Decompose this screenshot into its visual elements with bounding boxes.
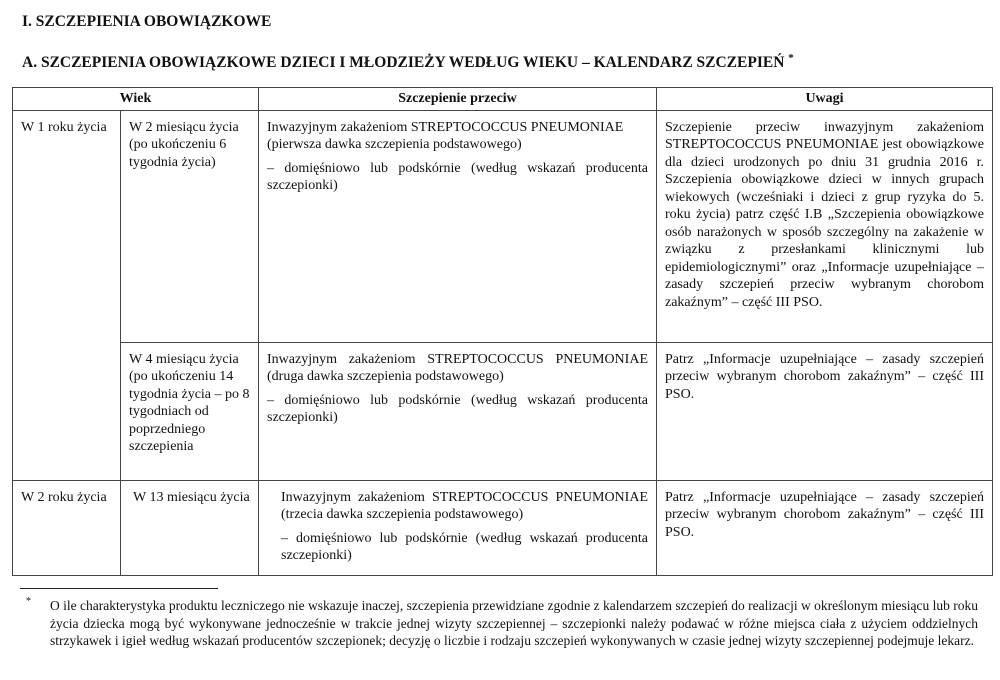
vaccine-cell: Inwazyjnym zakażeniom STREPTOCOCCUS PNEU… — [258, 109, 657, 343]
footnote: * O ile charakterystyka produktu lecznic… — [26, 596, 978, 650]
vaccine-cell: Inwazyjnym zakażeniom STREPTOCOCCUS PNEU… — [258, 341, 657, 481]
header-age: Wiek — [12, 87, 259, 111]
section-title: I. SZCZEPIENIA OBOWIĄZKOWE — [22, 13, 272, 30]
age-cell: W 2 roku życia — [12, 479, 121, 576]
table-row: W 1 roku życia W 2 miesiącu życia (po uk… — [12, 109, 993, 481]
table-row: W 4 miesiącu życia (po ukończeniu 14 tyg… — [13, 341, 993, 481]
age-cell: W 1 roku życia — [12, 109, 121, 481]
notes-cell: Patrz „Informacje uzupełniające – zasady… — [656, 341, 993, 481]
table-header-row: Wiek Szczepienie przeciw Uwagi — [12, 87, 993, 111]
footnote-mark: * — [26, 596, 31, 607]
footnote-divider — [20, 588, 218, 589]
vaccination-calendar-table: Wiek Szczepienie przeciw Uwagi W 1 roku … — [12, 87, 993, 576]
subsection-title: A. SZCZEPIENIA OBOWIĄZKOWE DZIECI I MŁOD… — [22, 52, 794, 72]
table-row: W 2 roku życia W 13 miesiącu życia Inwaz… — [12, 479, 993, 576]
footnote-text: O ile charakterystyka produktu lecznicze… — [50, 598, 978, 648]
header-vaccine: Szczepienie przeciw — [258, 87, 657, 111]
header-notes: Uwagi — [656, 87, 993, 111]
month-cell: W 13 miesiącu życia — [120, 479, 259, 576]
month-cell: W 2 miesiącu życia (po ukończeniu 6 tygo… — [120, 109, 259, 343]
month-cell: W 4 miesiącu życia (po ukończeniu 14 tyg… — [120, 341, 259, 481]
footnote-ref: * — [788, 52, 794, 64]
notes-cell: Patrz „Informacje uzupełniające – zasady… — [656, 479, 993, 576]
notes-cell: Szczepienie przeciw inwazyjnym zakażenio… — [656, 109, 993, 343]
vaccine-cell: Inwazyjnym zakażeniom STREPTOCOCCUS PNEU… — [258, 479, 657, 576]
